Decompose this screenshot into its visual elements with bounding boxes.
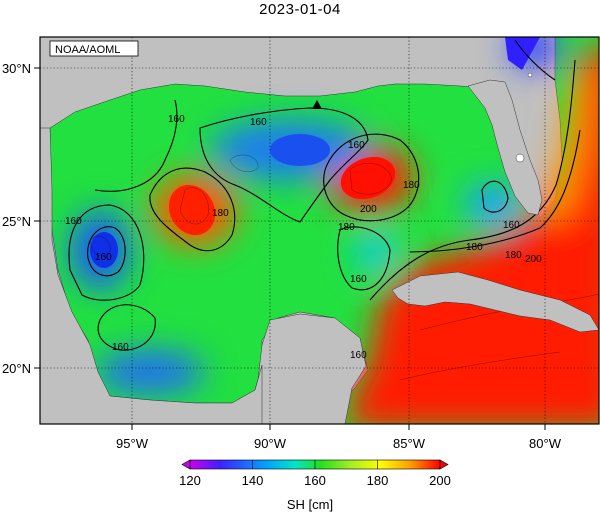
contour-label: 180 xyxy=(403,180,420,191)
contour-label: 180 xyxy=(212,208,229,219)
colorbar-tick: 120 xyxy=(179,473,201,488)
colorbar: 120 140 160 180 200 xyxy=(179,459,451,488)
lon-tick: 80°W xyxy=(529,436,562,451)
contour-label: 200 xyxy=(525,254,542,265)
warm-eddy-east xyxy=(340,156,396,200)
contour-label: 160 xyxy=(350,350,367,361)
contour-lines xyxy=(68,39,581,351)
cold-core-atlantic xyxy=(505,37,540,70)
contour-label: 160 xyxy=(112,342,129,353)
mexico-west xyxy=(40,127,263,424)
colorbar-label: SH [cm] xyxy=(286,497,334,512)
florida xyxy=(467,79,543,216)
contour-label: 160 xyxy=(350,274,367,285)
lat-tick: 20°N xyxy=(2,361,31,376)
colorbar-max-arrow xyxy=(439,459,449,470)
map-frame xyxy=(39,36,600,425)
cold-eddy-west xyxy=(90,232,118,268)
colorbar-min-arrow xyxy=(181,459,191,470)
colorbar-tick: 140 xyxy=(242,473,264,488)
lat-tick: 30°N xyxy=(2,61,31,76)
island xyxy=(527,72,533,78)
triangle-icon xyxy=(312,100,322,109)
contour-label: 200 xyxy=(360,204,377,215)
contour-label: 160 xyxy=(503,220,520,231)
lon-tick: 90°W xyxy=(254,436,287,451)
map-title: 2023-01-04 xyxy=(259,1,341,18)
island xyxy=(515,153,525,163)
lon-tick: 95°W xyxy=(116,436,149,451)
contour-label: 160 xyxy=(95,252,112,263)
contour-label: 160 xyxy=(348,140,365,151)
contour-label: 160 xyxy=(65,216,82,227)
contour-label: 160 xyxy=(168,114,185,125)
credit-label: NOAA/AOML xyxy=(55,44,120,56)
lat-tick: 25°N xyxy=(2,214,31,229)
contour-label: 180 xyxy=(338,222,355,233)
gridlines xyxy=(40,37,599,424)
contour-labels: 160 160 160 160 180 160 160 180 180 200 … xyxy=(65,114,542,361)
warm-eddy-west xyxy=(168,184,216,236)
cold-eddy-north xyxy=(270,134,330,166)
tick-marks xyxy=(34,67,546,430)
credit-box xyxy=(49,40,139,57)
colorbar-tick: 180 xyxy=(367,473,389,488)
contour-label: 180 xyxy=(466,242,483,253)
contour-label: 180 xyxy=(505,250,522,261)
colorbar-tick: 160 xyxy=(304,473,326,488)
map-area: 160 160 160 160 180 160 160 180 180 200 … xyxy=(40,37,599,424)
cuba xyxy=(391,271,599,333)
lon-tick: 85°W xyxy=(393,436,426,451)
colorbar-tick: 200 xyxy=(429,473,451,488)
contour-label: 160 xyxy=(250,117,267,128)
